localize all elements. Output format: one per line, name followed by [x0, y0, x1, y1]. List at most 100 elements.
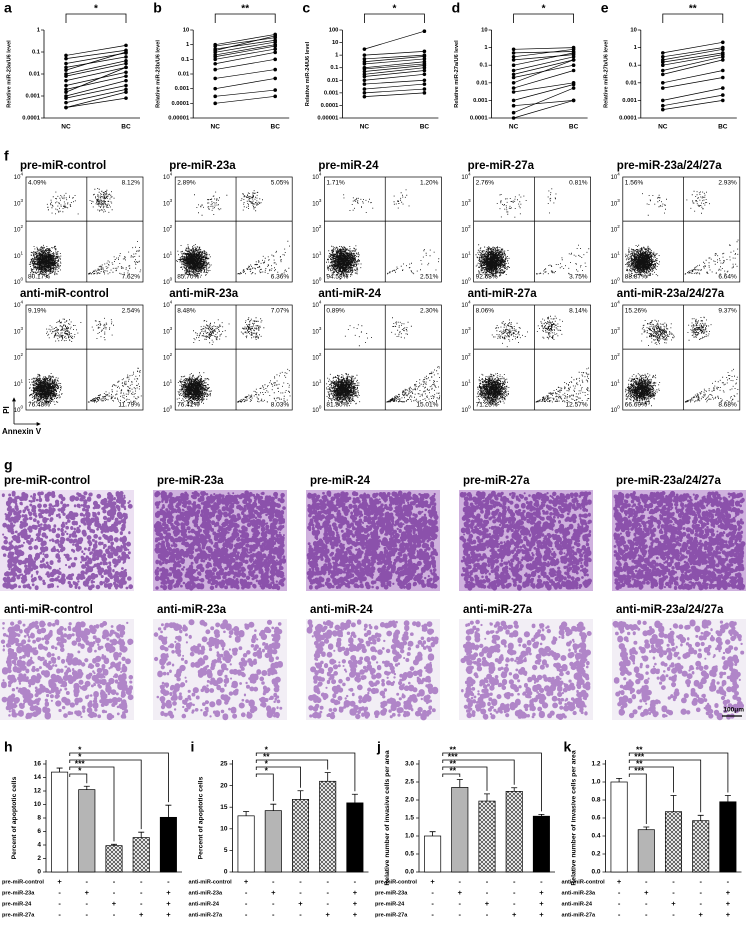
row-label: anti-miR-24 [189, 901, 220, 907]
data-point [124, 43, 128, 48]
tick-exponent: 4 [319, 172, 322, 177]
treatment-sign: - [672, 910, 675, 919]
tick-base: 10 [611, 381, 618, 387]
y-tick-label: 3.0 [405, 761, 414, 768]
y-tick-label: 100 [14, 277, 24, 286]
y-tick-label: 100 [611, 405, 621, 414]
y-tick-label: 1.0 [405, 833, 414, 840]
y-tick-label: 100 [14, 405, 24, 414]
data-point [213, 101, 217, 106]
y-tick-label: 104 [163, 172, 173, 181]
tick-base: 10 [163, 201, 170, 207]
tick-base: 10 [163, 303, 170, 309]
pair-line [662, 47, 723, 58]
data-point [661, 81, 665, 85]
data-point [362, 74, 367, 79]
data-point [362, 94, 367, 99]
data-point [422, 87, 427, 91]
pair-line [65, 60, 127, 75]
quadrant-percent: 15.26% [625, 308, 647, 315]
axis-line [491, 30, 588, 119]
data-point [571, 82, 576, 87]
data-point [571, 58, 576, 62]
data-point [64, 74, 68, 78]
data-point [273, 76, 278, 81]
tick-exponent: 1 [170, 378, 173, 383]
micrograph-texture [306, 619, 439, 721]
treatment-sign: - [645, 910, 648, 919]
significance-label: ** [636, 758, 643, 768]
y-tick-label: 0.4 [591, 833, 600, 840]
tick-exponent: 4 [617, 172, 620, 177]
y-tick-label: 2.5 [405, 779, 414, 786]
data-point [661, 86, 665, 90]
treatment-sign: - [299, 910, 302, 919]
treatment-sign: + [166, 910, 171, 919]
significance-label: *** [634, 765, 645, 775]
tick-exponent: 0 [319, 277, 322, 282]
y-tick-label: 102 [312, 224, 322, 233]
treatment-sign: + [430, 877, 435, 886]
tick-base: 10 [611, 253, 618, 259]
treatment-sign: - [113, 877, 116, 886]
y-axis-label: Percent of apoptotic cells [11, 776, 18, 859]
pair-line [662, 94, 723, 107]
pair-line [65, 85, 127, 99]
tick-base: 10 [163, 253, 170, 259]
bar [51, 771, 69, 873]
treatment-sign: + [166, 888, 171, 897]
treatment-sign: - [299, 888, 302, 897]
y-tick-label: 0.001 [175, 86, 190, 92]
data-point [511, 55, 516, 59]
micrograph-texture [459, 490, 592, 591]
pair-line [513, 47, 574, 50]
tick-base: 10 [312, 355, 319, 361]
tick-base: 10 [312, 329, 319, 335]
pair-line [364, 56, 425, 63]
pair-line [662, 41, 723, 54]
treatment-sign: - [459, 877, 462, 886]
data-point [511, 110, 516, 115]
data-point [273, 88, 278, 92]
y-tick-label: 0.01 [29, 72, 41, 78]
bar [291, 799, 310, 873]
plot-frame [324, 304, 442, 411]
micrograph-texture [612, 619, 745, 721]
flow-x-label: Annexin V [2, 427, 42, 436]
tick-base: 10 [312, 227, 319, 233]
y-tick-label: 0.001 [622, 98, 637, 104]
tick-base: 10 [611, 329, 618, 335]
treatment-sign: - [86, 899, 89, 908]
data-point [661, 55, 665, 59]
y-tick-label: 100 [611, 277, 621, 286]
pair-line [513, 82, 574, 93]
data-point [422, 54, 427, 59]
significance-bracket [628, 773, 647, 824]
tick-exponent: 2 [170, 224, 173, 229]
quadrant-percent: 8.68% [718, 402, 737, 409]
treatment-sign: + [539, 899, 544, 908]
treatment-sign: + [326, 910, 331, 919]
bar [319, 780, 337, 873]
treatment-sign: - [486, 877, 489, 886]
y-tick-label: 104 [611, 172, 621, 181]
y-tick-label: 104 [163, 300, 173, 309]
data-point [571, 98, 576, 103]
treatment-sign: - [167, 877, 170, 886]
y-tick-label: 0.1 [181, 57, 190, 63]
tick-base: 10 [14, 355, 21, 361]
tick-exponent: 4 [170, 172, 173, 177]
treatment-sign: - [459, 910, 462, 919]
y-tick-label: 103 [611, 326, 621, 335]
data-point [661, 107, 665, 112]
tick-exponent: 4 [20, 300, 23, 305]
data-point [511, 75, 516, 80]
quadrant-percent: 66.69% [625, 402, 647, 409]
tick-base: 10 [611, 227, 618, 233]
y-axis-label: Relative miR-24/U6 level [305, 41, 311, 106]
tick-base: 10 [611, 201, 618, 207]
data-point [511, 58, 516, 62]
error-bar [511, 787, 518, 792]
panel-letter: d [452, 0, 461, 16]
quadrant-percent: 1.56% [625, 180, 644, 187]
